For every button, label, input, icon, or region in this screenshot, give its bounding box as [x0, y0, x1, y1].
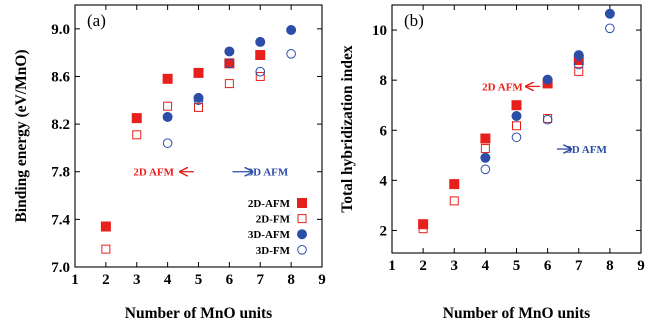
y-axis-label: Total hybridization index: [339, 45, 356, 213]
data-point: [162, 138, 173, 148]
y-tick-label: 2: [380, 223, 388, 239]
legend-marker: [297, 245, 307, 255]
series-3d-fm: [480, 23, 615, 175]
annotation-label: 2D AFM: [133, 167, 174, 179]
y-tick-label: 9.0: [51, 22, 70, 38]
data-point: [162, 111, 173, 122]
data-point: [605, 23, 615, 34]
y-tick-label: 7.8: [51, 165, 70, 181]
data-point: [511, 100, 522, 111]
x-axis-label: Number of MnO units: [125, 305, 272, 322]
y-tick-label: 8.6: [51, 69, 70, 85]
data-point: [100, 221, 111, 232]
series-2d-afm: [100, 50, 266, 232]
panel-b-hybridization-index: 1 2 3 4 5 6 7 8 9 2 4 6 8 10 Number of MnO units Total …: [339, 4, 645, 322]
data-point: [573, 50, 584, 61]
data-point: [542, 74, 553, 85]
series-3d-afm: [162, 25, 297, 122]
x-tick-label: 3: [133, 272, 141, 288]
x-tick-label: 8: [287, 272, 295, 288]
data-point: [255, 50, 266, 61]
legend-marker: [297, 229, 307, 240]
data-point: [224, 46, 235, 57]
x-tick-label: 2: [419, 258, 427, 274]
x-tick-label: 6: [226, 272, 234, 288]
data-point: [163, 101, 173, 111]
data-point: [418, 219, 429, 230]
data-point: [101, 244, 111, 254]
data-point: [511, 132, 522, 143]
data-point: [131, 113, 142, 124]
x-tick-label: 7: [575, 258, 583, 274]
data-point: [194, 102, 203, 112]
y-tick-label: 7.4: [51, 212, 70, 228]
y-tick-label: 6: [380, 123, 388, 139]
y-tick-label: 10: [372, 23, 387, 39]
x-tick-label: 5: [513, 258, 521, 274]
legend-label: 3D-FM: [256, 245, 291, 257]
data-point: [286, 25, 297, 36]
legend-label: 3D-AFM: [248, 229, 291, 241]
legend-marker: [297, 214, 307, 224]
y-tick-label: 8.2: [51, 117, 70, 133]
y-tick-label: 4: [380, 173, 388, 189]
legend-marker: [297, 198, 307, 208]
x-tick-label: 1: [71, 272, 79, 288]
plot-frame: [391, 4, 642, 254]
data-point: [286, 49, 296, 59]
x-tick-label: 4: [164, 272, 172, 288]
data-point: [449, 196, 459, 206]
annotation-label: 3D AFM: [248, 167, 289, 179]
data-point: [512, 121, 521, 131]
data-point: [132, 130, 142, 140]
x-tick-label: 6: [544, 258, 552, 274]
data-point: [193, 92, 204, 103]
annotation-label: 3D AFM: [566, 144, 607, 156]
legend: 2D-AFM 2D-FM 3D-AFM 3D-FM: [248, 198, 307, 257]
x-tick-label: 9: [637, 258, 645, 274]
data-point: [511, 110, 522, 121]
data-point: [480, 152, 491, 163]
data-point: [255, 36, 266, 47]
data-point: [224, 58, 235, 69]
x-tick-label: 5: [195, 272, 203, 288]
panel-label: (b): [404, 11, 424, 30]
data-point: [255, 66, 266, 77]
data-point: [193, 67, 204, 78]
plot-frame: [74, 4, 323, 268]
data-point: [573, 59, 584, 70]
series-3d-fm: [162, 49, 296, 148]
data-point: [480, 144, 490, 154]
x-tick-label: 3: [451, 258, 459, 274]
x-tick-label: 2: [102, 272, 110, 288]
data-point: [162, 73, 173, 84]
x-tick-label: 8: [606, 258, 614, 274]
data-point: [224, 79, 234, 89]
data-point: [480, 164, 491, 175]
legend-label: 2D-FM: [256, 214, 291, 226]
x-axis-label: Number of MnO units: [443, 305, 590, 322]
x-tick-label: 1: [388, 258, 396, 274]
data-point: [480, 133, 491, 144]
x-tick-label: 4: [482, 258, 490, 274]
data-point: [449, 179, 460, 190]
series-3d-afm: [480, 8, 615, 163]
y-axis-label: Binding energy (eV/MnO): [13, 49, 30, 222]
data-point: [574, 66, 584, 76]
legend-label: 2D-AFM: [248, 198, 291, 210]
data-point: [255, 71, 265, 81]
panel-a-binding-energy: 1 2 3 4 5 6 7 8 9 7.0 7.4 7.8 8.2 8.6 9.0 Number of MnO…: [13, 4, 326, 322]
data-point: [418, 224, 428, 234]
y-tick-label: 8: [380, 73, 388, 89]
x-tick-label: 7: [257, 272, 265, 288]
data-point: [604, 8, 615, 19]
x-tick-label: 9: [318, 272, 326, 288]
data-point: [193, 95, 204, 106]
y-tick-label: 7.0: [51, 260, 70, 276]
annotation-label: 2D AFM: [482, 81, 523, 93]
panel-label: (a): [87, 11, 106, 30]
data-point: [542, 114, 553, 125]
series-2d-fm: [101, 71, 265, 254]
